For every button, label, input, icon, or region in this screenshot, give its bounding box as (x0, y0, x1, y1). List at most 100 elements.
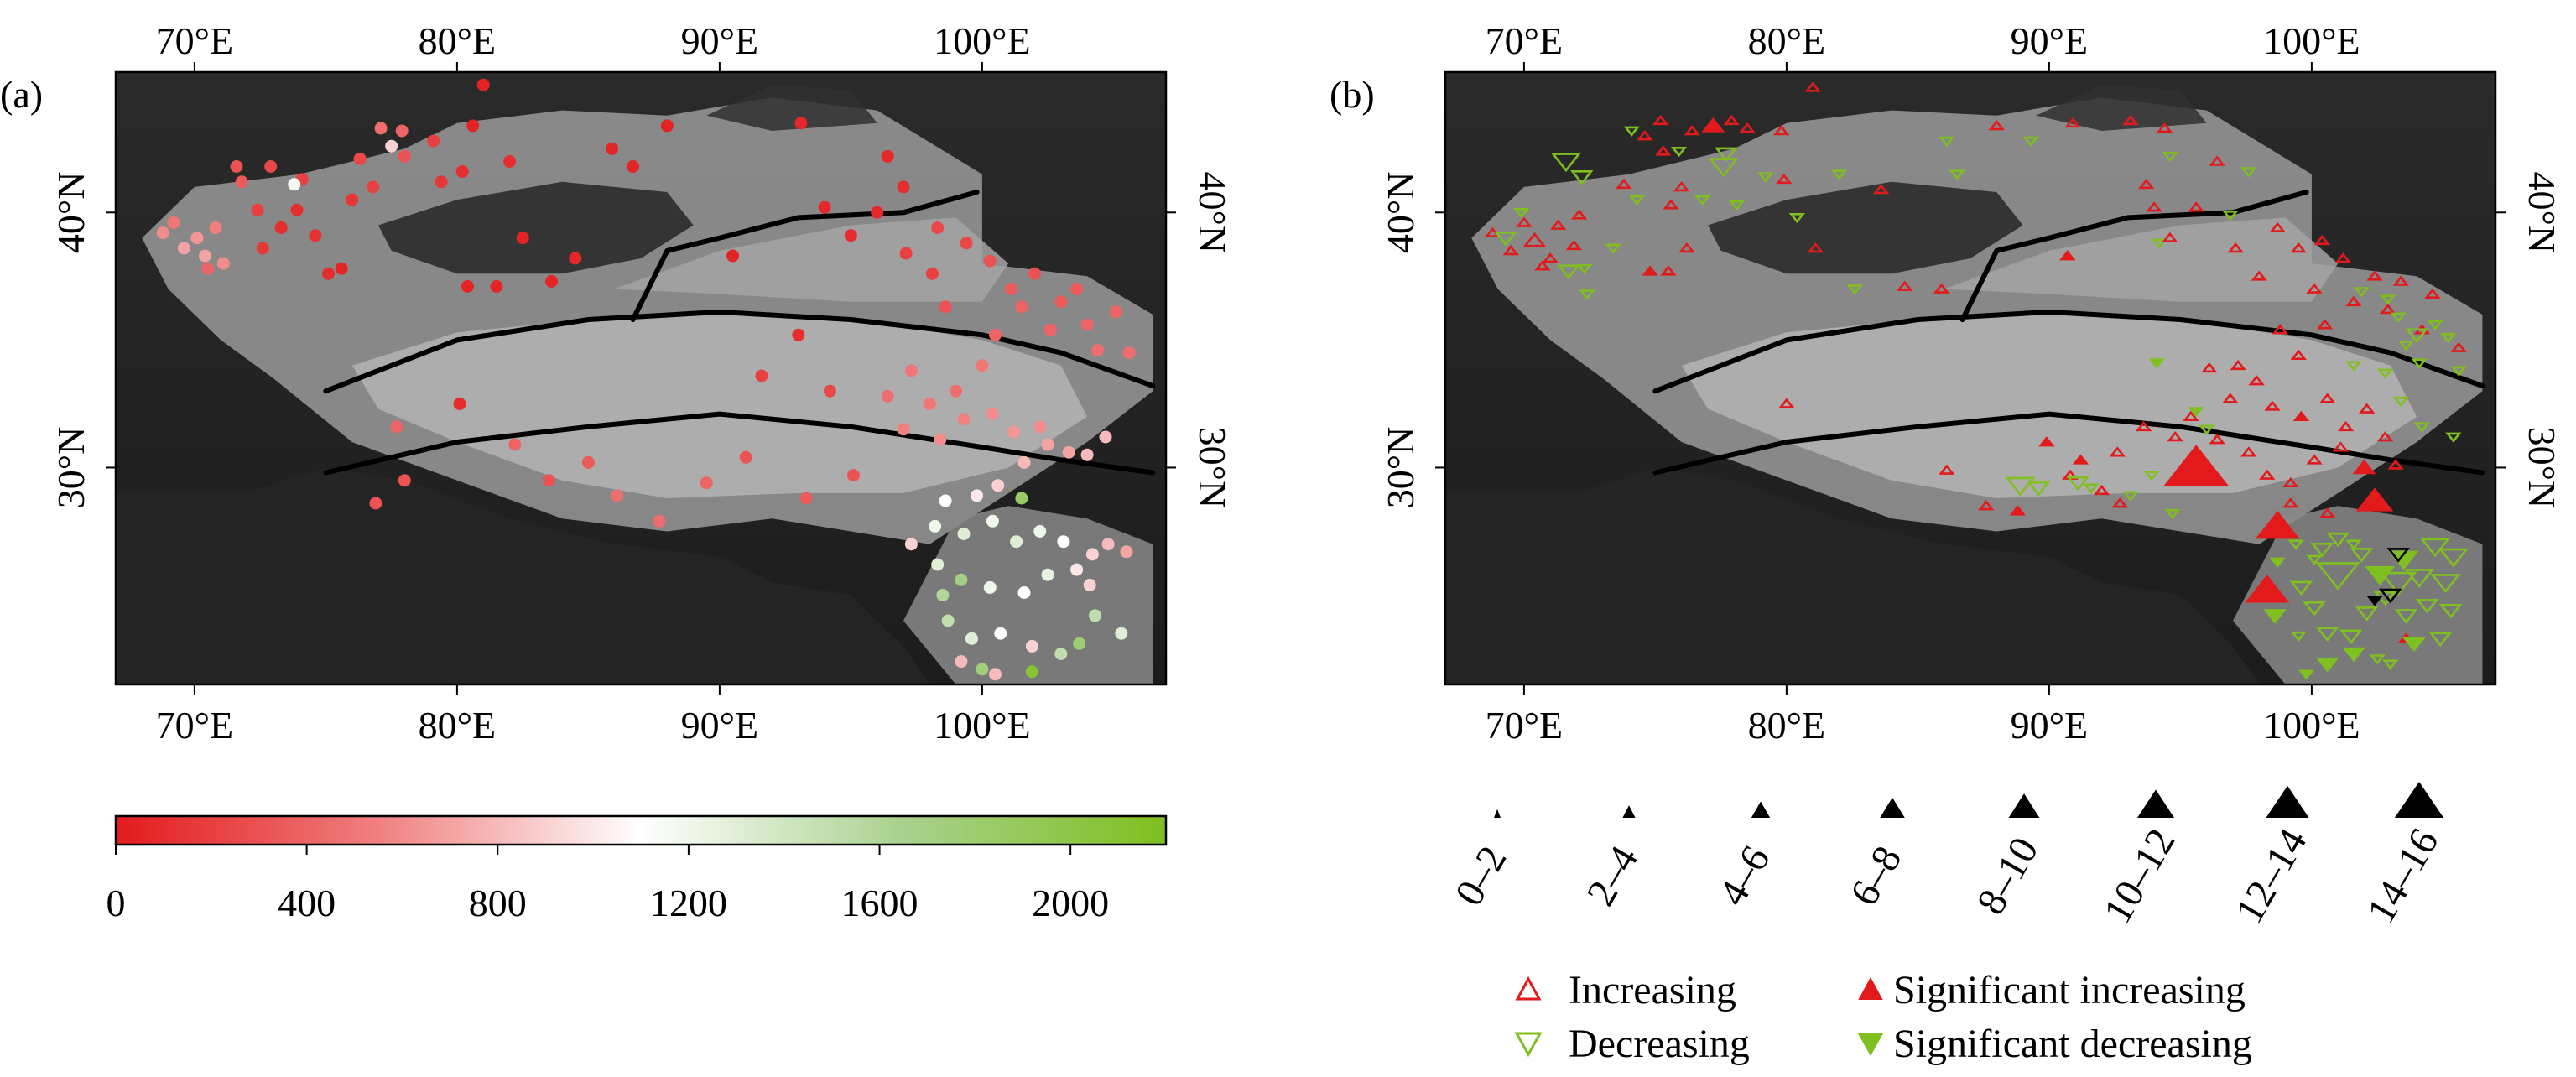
map-axes-b: 70°E 70°E 80°E 80°E 90°E 90°E 100°E 100°E 30°N 30… (1379, 19, 2563, 747)
decreasing-marker (1715, 147, 1738, 163)
relief-area (1681, 309, 2417, 498)
increasing-marker (2156, 122, 2173, 133)
station-point (490, 280, 503, 293)
x-tick-label-top: 100°E (934, 19, 1031, 62)
increasing-marker (1776, 173, 1793, 185)
decreasing-marker (1513, 207, 1530, 219)
decreasing-marker (1623, 126, 1640, 137)
legend-label-increasing: Increasing (1569, 968, 1736, 1012)
decreasing-marker (2143, 471, 2160, 481)
increasing-marker (2227, 242, 2244, 253)
tectonic-boundary-line (323, 309, 1156, 394)
decreasing-marker (2083, 483, 2100, 494)
increasing-marker (2209, 434, 2225, 445)
station-point (899, 247, 913, 260)
station-point (264, 160, 278, 173)
increasing-marker (1652, 114, 1669, 126)
decreasing-marker (2427, 320, 2443, 331)
significant-decreasing-marker (2365, 566, 2396, 585)
decreasing-marker (2386, 548, 2411, 563)
tectonic-boundary-line (1652, 309, 2485, 394)
increasing-marker (1739, 122, 1756, 133)
relief-area (116, 467, 930, 684)
decreasing-marker (2428, 632, 2453, 648)
significant-increasing-marker (2059, 250, 2076, 261)
decreasing-marker (2394, 609, 2418, 624)
y-tick-label-right: 40°N (2521, 171, 2563, 253)
increasing-marker (1516, 216, 1533, 227)
decreasing-marker (2151, 238, 2168, 249)
decreasing-marker (2390, 312, 2407, 323)
increasing-marker (2201, 362, 2218, 373)
decreasing-marker (2199, 424, 2215, 435)
decreasing-marker (2122, 491, 2139, 502)
significant-decreasing-marker (2188, 407, 2204, 418)
station-point (976, 663, 989, 676)
station-point (309, 229, 322, 242)
map-panel-b: (b) 70°E 70°E 80°E 80°E 90°E 90°E 100°E 100°E 30… (1330, 19, 2563, 747)
relief-background-b (1445, 72, 2495, 684)
station-point (453, 397, 466, 410)
decreasing-marker (2240, 167, 2257, 178)
decreasing-marker (2376, 368, 2394, 379)
increasing-marker (2282, 476, 2299, 488)
increasing-marker (1502, 244, 1519, 256)
increasing-marker (1723, 114, 1740, 126)
relief-area (706, 85, 877, 131)
station-point (957, 528, 971, 540)
decreasing-marker (2415, 598, 2439, 614)
station-point (374, 122, 388, 135)
x-tick-label-bottom: 70°E (1486, 704, 1564, 747)
station-point (1070, 283, 1084, 295)
relief-area (614, 217, 1009, 302)
significant-increasing-marker (2038, 436, 2055, 447)
increasing-marker (2313, 234, 2331, 246)
decreasing-marker (2345, 361, 2362, 372)
station-point (904, 538, 918, 551)
station-point (1101, 538, 1115, 551)
relief-area (1708, 181, 2023, 274)
station-point (739, 450, 752, 464)
relief-area (351, 309, 1088, 498)
decreasing-marker (2290, 631, 2307, 643)
size-class-label: 10–12 (2095, 821, 2184, 930)
tectonic-boundaries-b (1652, 190, 2485, 476)
y-tick-label-right: 30°N (2521, 427, 2563, 509)
decreasing-marker (1628, 195, 1646, 206)
relief-area (378, 181, 694, 274)
station-point (455, 165, 469, 179)
panel-label-b: (b) (1330, 73, 1375, 116)
increasing-marker (2135, 420, 2152, 432)
increasing-marker (2138, 178, 2155, 190)
increasing-marker (1807, 242, 1824, 253)
x-tick-label-top: 80°E (419, 19, 497, 62)
increasing-marker (2093, 484, 2110, 496)
x-tick-label-top: 90°E (681, 19, 759, 62)
increasing-marker (2306, 454, 2323, 465)
increasing-marker (2240, 446, 2257, 457)
increasing-marker (1678, 242, 1695, 253)
station-point (726, 249, 740, 263)
increasing-marker (1565, 239, 1583, 251)
significant-decreasing-marker (2342, 647, 2365, 663)
station-point (1089, 609, 1101, 622)
station-point (395, 124, 409, 138)
station-point (1110, 305, 1122, 319)
increasing-marker (1570, 209, 1588, 220)
station-point (503, 155, 516, 168)
legend-label-significant-increasing: Significant increasing (1893, 968, 2246, 1012)
increasing-marker (2282, 497, 2299, 508)
size-class-triangle-icon (1494, 809, 1501, 818)
increasing-marker (1549, 219, 1567, 230)
decreasing-marker (2289, 580, 2313, 596)
x-tick-label-bottom: 70°E (156, 704, 234, 747)
increasing-marker (2162, 232, 2178, 243)
station-point (755, 369, 768, 382)
increasing-marker (1660, 265, 1677, 276)
x-tick-label-bottom: 90°E (681, 704, 759, 747)
map-frame-b (1444, 70, 2497, 686)
station-point (256, 242, 269, 255)
station-point (545, 274, 559, 288)
increasing-marker (2392, 275, 2410, 286)
station-point (1015, 492, 1028, 505)
